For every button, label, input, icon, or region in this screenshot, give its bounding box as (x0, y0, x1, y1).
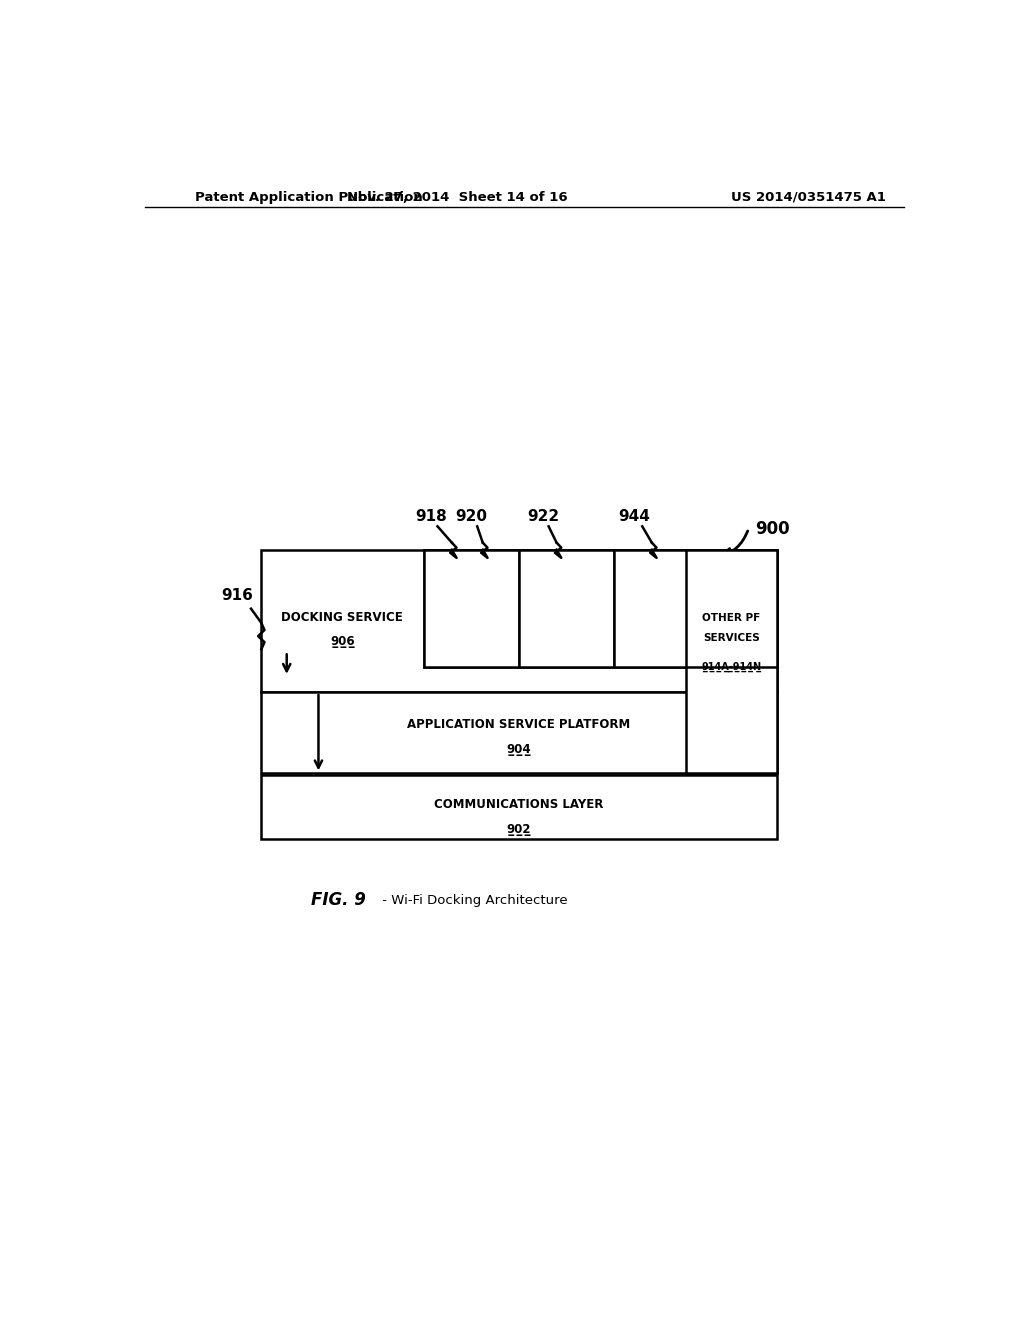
Text: 916: 916 (221, 587, 254, 603)
Text: DOCKING SERVICE: DOCKING SERVICE (282, 611, 403, 624)
Bar (261, 549, 777, 692)
Text: 9̲1̲0̲: 9̲1̲0̲ (556, 642, 579, 651)
Text: 9̲0̲6̲: 9̲0̲6̲ (330, 635, 354, 648)
Text: 920: 920 (455, 508, 486, 524)
Text: 9̲1̲2̲: 9̲1̲2̲ (639, 642, 662, 651)
Bar (614, 549, 686, 667)
Bar (519, 549, 614, 667)
Text: 918: 918 (416, 508, 447, 524)
Text: SERVICES: SERVICES (702, 634, 760, 643)
Text: - Wi-Fi Docking Architecture: - Wi-Fi Docking Architecture (378, 894, 567, 907)
Text: OTHER PF: OTHER PF (702, 612, 760, 623)
Bar (261, 775, 777, 840)
Text: Patent Application Publication: Patent Application Publication (196, 190, 423, 203)
Bar (424, 549, 519, 667)
Text: 9̲1̲4̲A̲-̲9̲1̲4̲N̲: 9̲1̲4̲A̲-̲9̲1̲4̲N̲ (701, 661, 761, 672)
Text: COMMUNICATIONS LAYER: COMMUNICATIONS LAYER (434, 799, 603, 812)
Text: 9̲0̲2̲: 9̲0̲2̲ (506, 822, 530, 836)
Text: DISPLAY: DISPLAY (542, 609, 592, 619)
Bar (261, 692, 777, 774)
Text: Nov. 27, 2014  Sheet 14 of 16: Nov. 27, 2014 Sheet 14 of 16 (347, 190, 567, 203)
Text: US 2014/0351475 A1: US 2014/0351475 A1 (731, 190, 886, 203)
Bar (686, 549, 777, 774)
Text: 922: 922 (527, 508, 559, 524)
Text: FIG. 9: FIG. 9 (310, 891, 366, 909)
Text: PRINT: PRINT (454, 601, 490, 611)
Text: 9̲0̲8̲: 9̲0̲8̲ (461, 648, 483, 659)
Text: 900: 900 (755, 520, 790, 539)
Bar (424, 549, 777, 667)
Text: (OPTION): (OPTION) (443, 620, 500, 631)
Text: WSB: WSB (636, 609, 665, 619)
Text: 944: 944 (618, 508, 650, 524)
Text: 9̲0̲4̲: 9̲0̲4̲ (506, 743, 530, 756)
Text: APPLICATION SERVICE PLATFORM: APPLICATION SERVICE PLATFORM (407, 718, 630, 731)
